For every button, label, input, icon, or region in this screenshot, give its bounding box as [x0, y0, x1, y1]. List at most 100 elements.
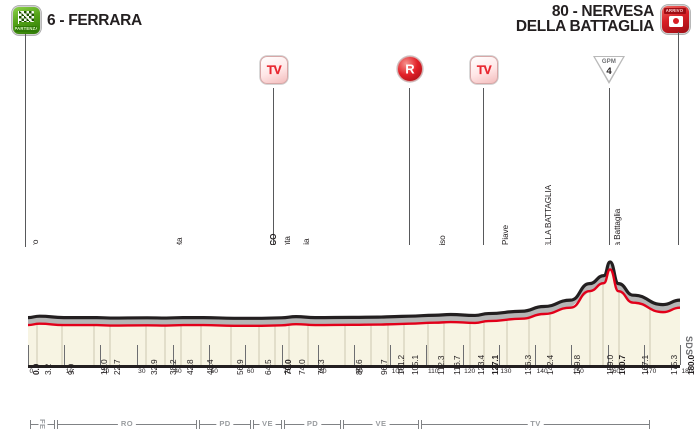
km-tick: [209, 345, 211, 365]
province-tag: PD: [303, 419, 322, 428]
province-span: PD: [284, 419, 341, 429]
finish-city-title-line2: DELLA BATTAGLIA: [515, 18, 654, 35]
distance-label: 180.0: [686, 355, 696, 375]
km-tick: [390, 345, 392, 365]
tv-icon[interactable]: TV: [260, 56, 288, 84]
km-tick-label: 50: [210, 368, 218, 375]
km-tick: [64, 345, 66, 365]
province-cap-right: [54, 420, 55, 429]
gpm-marker[interactable]: GPM 4: [593, 56, 625, 86]
distance-label: 105.1: [410, 355, 420, 375]
km-tick-label: 140: [536, 368, 548, 375]
profile-sky-mask: [28, 245, 680, 326]
tv-marker-2[interactable]: TV: [470, 56, 498, 84]
start-drop-line: [25, 34, 26, 247]
profile-grey-band: [28, 261, 680, 326]
province-cap-right: [418, 420, 419, 429]
km-tick-label: 110: [427, 368, 439, 375]
province-span: RO: [57, 419, 197, 429]
province-cap-right: [340, 420, 341, 429]
distance-label: 159.0: [605, 355, 615, 375]
tv-icon-label: TV: [476, 63, 492, 77]
province-span: VE: [343, 419, 419, 429]
start-flag-icon: PARTENZA: [12, 6, 41, 35]
tv-marker-1[interactable]: TV: [260, 56, 288, 84]
distance-label: 160.7: [617, 355, 627, 375]
km-tick-label: 120: [464, 368, 476, 375]
elevation-profile-chart: [28, 245, 680, 365]
start-header: PARTENZA 6 - FERRARA: [12, 6, 142, 35]
start-city-title: 6 - FERRARA: [47, 12, 142, 29]
province-tag: RO: [117, 419, 137, 428]
distance-label: 136.3: [523, 355, 533, 375]
poi-stem: [483, 88, 484, 248]
finish-city-title-line1: 80 - NERVESA: [551, 3, 654, 20]
gpm-triangle-inner: [595, 57, 623, 82]
km-tick-label: 0: [29, 368, 34, 375]
km-tick: [680, 345, 681, 365]
distance-label: 167.1: [640, 355, 650, 375]
distance-label: 48.4: [205, 359, 215, 375]
tv-icon[interactable]: TV: [470, 56, 498, 84]
rifornimento-marker[interactable]: R: [397, 56, 423, 82]
km-tick: [136, 345, 138, 365]
refreshment-icon[interactable]: R: [397, 56, 423, 82]
km-tick-label: 130: [500, 368, 512, 375]
gpm-category: 4: [606, 65, 612, 77]
km-tick: [281, 345, 283, 365]
gpm-icon[interactable]: GPM 4: [593, 56, 625, 86]
province-tag: TV: [527, 419, 544, 428]
km-tick: [607, 345, 609, 365]
km-tick-label: 40: [174, 368, 182, 375]
km-tick: [100, 345, 102, 365]
province-span: VE: [253, 419, 282, 429]
distance-label: 22.7: [112, 359, 122, 375]
province-span: PD: [199, 419, 251, 429]
refreshment-icon-label: R: [405, 61, 415, 77]
distance-label: 74.0: [297, 359, 307, 375]
km-tick-label: 80: [319, 368, 327, 375]
distance-label: 123.4: [476, 355, 486, 375]
distance-label: 96.7: [379, 359, 389, 375]
km-tick: [426, 345, 428, 365]
province-cap-right: [281, 420, 282, 429]
distance-label: 149.8: [572, 355, 582, 375]
km-tick-label: 60: [246, 368, 255, 375]
distance-label: 70.0: [283, 359, 293, 375]
poi-stem: [609, 88, 610, 248]
province-cap-right: [649, 420, 650, 429]
distance-label: 38.2: [168, 359, 178, 375]
province-tag: VE: [372, 419, 390, 428]
poi-stem: [409, 88, 410, 248]
finish-drop-line: [678, 32, 679, 247]
start-badge-caption: PARTENZA: [14, 26, 37, 32]
km-tick-label: 170: [645, 368, 657, 375]
km-tick-label: 160: [609, 368, 621, 375]
km-tick: [317, 345, 319, 365]
km-tick: [462, 345, 464, 365]
tv-icon-label: TV: [266, 63, 282, 77]
km-tick: [28, 345, 29, 365]
profile-ridge-line: [28, 260, 680, 320]
km-tick: [354, 345, 355, 365]
km-tick-label: 180: [681, 368, 693, 375]
km-tick-label: 150: [572, 368, 584, 375]
distance-label: 42.8: [185, 359, 195, 375]
distance-label: 101.2: [396, 355, 406, 375]
finish-icon: ARRIVO: [661, 4, 690, 34]
km-tick-label: 90: [355, 368, 363, 375]
distance-label: 32.9: [149, 359, 159, 375]
checkered-flag: [19, 11, 34, 22]
km-tick: [245, 345, 247, 365]
distance-label: 175.3: [669, 355, 679, 375]
flag-pole: [18, 11, 20, 24]
profile-svg: [28, 245, 680, 365]
distance-label: 9.9: [66, 363, 76, 375]
distance-label: 89.6: [354, 359, 364, 375]
distance-label: 116.7: [452, 355, 462, 375]
distance-label: 64.5: [263, 359, 273, 375]
distance-label: 127.1: [490, 355, 500, 375]
profile-fill: [28, 269, 680, 365]
axis-baseline: [28, 365, 680, 368]
distance-label: 0.0: [31, 363, 41, 375]
